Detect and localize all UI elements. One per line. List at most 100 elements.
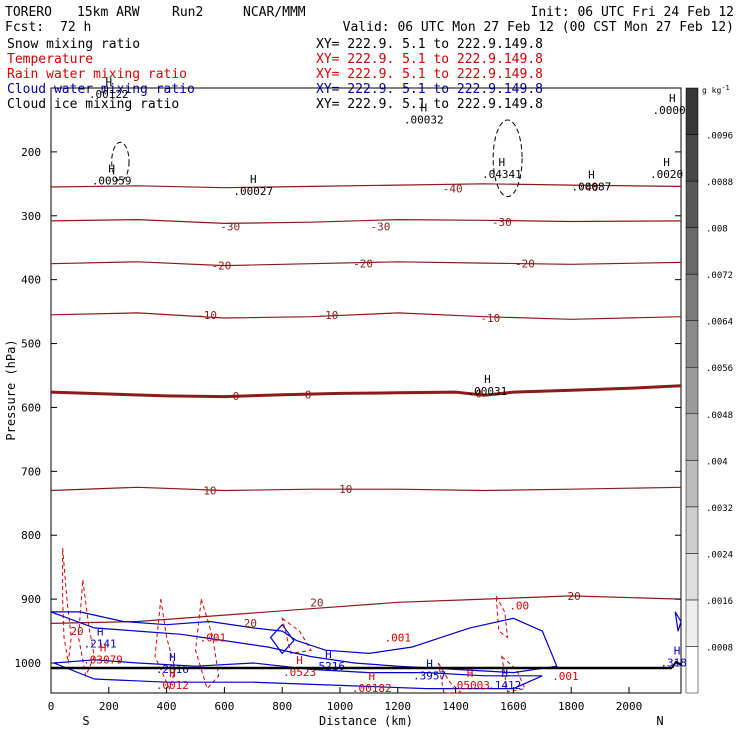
colorbar-unit-exponent: -1 — [721, 84, 729, 92]
max-marker: H — [484, 373, 491, 386]
model-name: TORERO — [5, 5, 52, 20]
contour-label-layer: -30 -30 -30 -20 -20 -20 -10 -10 -10 -40 -40 0 0 0 10 10… — [70, 181, 598, 683]
y-tick-label: 200 — [21, 146, 41, 159]
endpoint-south: S — [82, 714, 89, 728]
colorbar-swatch — [685, 134, 699, 182]
x-axis-title: Distance (km) — [319, 714, 413, 728]
max-marker: H — [499, 156, 506, 169]
max-value-label: .0020 — [650, 168, 683, 181]
colorbar-label: .0072 — [706, 271, 733, 281]
max-marker: H — [588, 169, 595, 182]
legend-xy-cloud-ice: XY= 222.9. 5.1 to 222.9.149.8 — [316, 97, 543, 112]
max-value-label: .0012 — [156, 679, 189, 692]
max-value-label: .5216 — [312, 660, 345, 673]
isotherm--20 — [50, 261, 682, 267]
colorbar: .0008 .0016 .0024 .0032 .004 .0048 .0056 .0064.… — [685, 87, 733, 694]
x-tick-label: 800 — [272, 700, 292, 713]
endpoint-north: N — [656, 714, 663, 728]
max-marker: H — [296, 654, 303, 667]
max-marker: H — [663, 156, 670, 169]
contour-label: -10 — [197, 309, 217, 322]
max-marker: H — [169, 651, 176, 664]
colorbar-swatch — [685, 273, 699, 321]
colorbar-swatch — [685, 366, 699, 415]
contour-label: -30 — [371, 221, 391, 234]
contour-label: 10 — [339, 483, 352, 496]
max-value-label: .2141 — [84, 637, 117, 650]
y-tick-label: 1000 — [15, 657, 42, 670]
contour-label: -40 — [579, 181, 599, 194]
legend-xy-snow: XY= 222.9. 5.1 to 222.9.149.8 — [316, 37, 543, 52]
max-value-label: .0523 — [283, 666, 316, 679]
legend-name-snow: Snow mixing ratio — [7, 37, 140, 52]
max-value-label: .05003 — [450, 679, 490, 692]
x-tick-label: 400 — [157, 700, 177, 713]
y-tick-label: 800 — [21, 529, 41, 542]
legend-name-temperature: Temperature — [7, 52, 93, 67]
isotherm--10 — [50, 312, 682, 320]
y-tick-label: 700 — [21, 465, 41, 478]
contour-label: 0 — [475, 387, 482, 400]
max-marker: H — [169, 667, 176, 680]
legend: Snow mixing ratio XY= 222.9. 5.1 to 222.… — [7, 37, 543, 112]
max-marker: H — [674, 645, 681, 658]
resolution: 15km ARW — [77, 5, 140, 20]
init-time: Init: 06 UTC Fri 24 Feb 12 — [531, 5, 735, 20]
max-value-label: .2816 — [156, 663, 189, 676]
contour-label: -20 — [212, 260, 232, 273]
max-value-label: .00009 — [652, 104, 692, 117]
contour-label: 20 — [310, 596, 323, 609]
max-value-label: .00959 — [92, 174, 132, 187]
colorbar-swatch — [685, 599, 699, 647]
colorbar-label: .0032 — [706, 504, 733, 514]
colorbar-swatch — [685, 506, 699, 554]
terrain-bump — [671, 660, 682, 669]
cloud-water-contour-2 — [269, 623, 295, 655]
x-tick-label: 200 — [99, 700, 119, 713]
x-tick-label: 1800 — [558, 700, 585, 713]
plot-area: -30 -30 -30 -20 -20 -20 -10 -10 -10 -40 -40 0 0 0 10 10… — [50, 76, 694, 695]
rain-contour-1 — [77, 579, 95, 678]
colorbar-swatch — [685, 553, 699, 601]
contour-label: 20 — [567, 590, 580, 603]
x-tick-label: 0 — [48, 700, 55, 713]
snow-contour-1 — [492, 119, 523, 198]
max-value-label: .00032 — [404, 114, 444, 127]
cloud-water-contour-0 — [50, 611, 558, 674]
valid-time: Valid: 06 UTC Mon 27 Feb 12 (00 CST Mon … — [343, 20, 734, 35]
colorbar-swatch — [685, 227, 699, 275]
isotherm-layer — [50, 183, 682, 624]
org-name: NCAR/MMM — [243, 5, 306, 20]
colorbar-label: .008 — [706, 225, 728, 235]
max-marker: H — [108, 162, 115, 175]
contour-label: 10 — [203, 485, 216, 498]
isotherm--30 — [50, 218, 682, 225]
colorbar-swatch — [685, 320, 699, 368]
contour-label: -20 — [353, 258, 373, 271]
contour-label: -30 — [220, 221, 240, 234]
rain-contour-4 — [437, 662, 463, 694]
fcst-label: Fcst: — [5, 20, 44, 35]
x-tick-label: 1400 — [442, 700, 469, 713]
max-marker: H — [105, 76, 112, 89]
x-tick-label: 600 — [214, 700, 234, 713]
colorbar-label: .0056 — [706, 364, 733, 374]
max-value-label: .00027 — [233, 185, 273, 198]
rain-contour-7 — [281, 617, 312, 654]
colorbar-swatch — [685, 413, 699, 461]
contour-label: .00 — [509, 600, 529, 613]
legend-name-rain: Rain water mixing ratio — [7, 67, 187, 82]
legend-name-cloud-ice: Cloud ice mixing ratio — [7, 97, 179, 112]
colorbar-label: .0024 — [706, 550, 733, 560]
colorbar-unit: g kg-1 — [702, 84, 730, 95]
contour-label: 20 — [70, 625, 83, 638]
colorbar-swatch — [685, 460, 699, 508]
legend-name-cloud-water: Cloud water mixing ratio — [7, 82, 195, 97]
legend-xy-temperature: XY= 222.9. 5.1 to 222.9.149.8 — [316, 52, 543, 67]
colorbar-label: .0048 — [706, 411, 733, 421]
x-axis: 0 200 400 600 800 1000 1200 1400 1600 1800 2000 — [48, 687, 642, 713]
legend-xy-cloud-water: XY= 222.9. 5.1 to 222.9.149.8 — [316, 82, 543, 97]
